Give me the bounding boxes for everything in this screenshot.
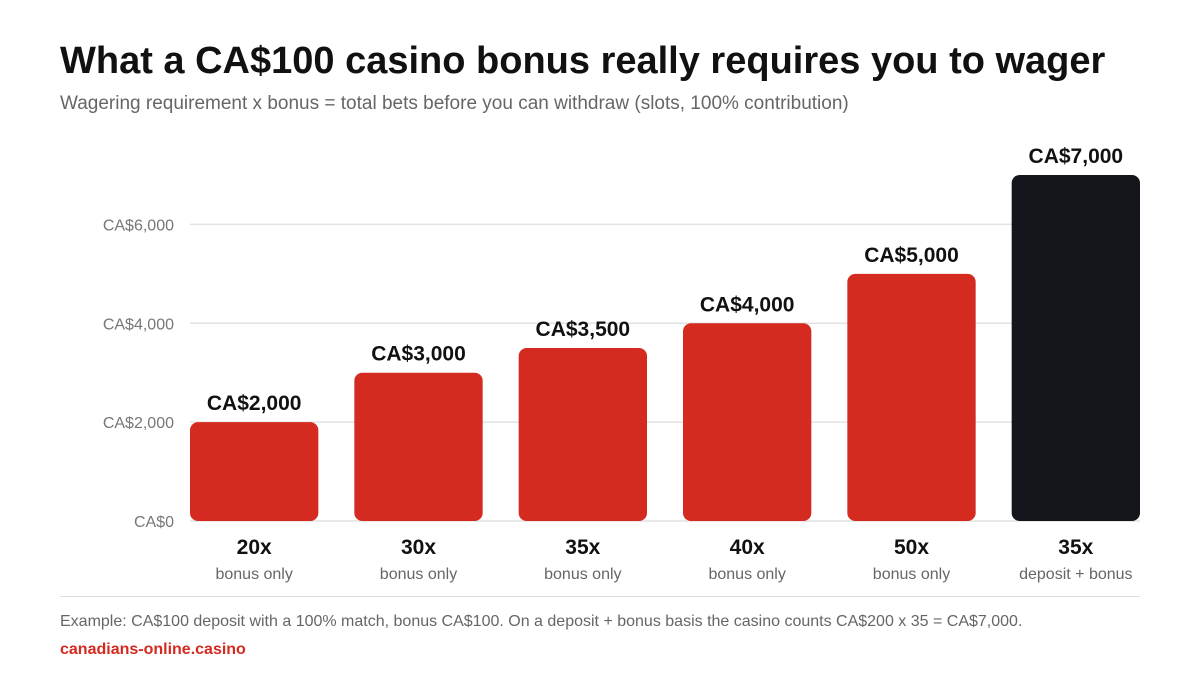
chart-title: What a CA$100 casino bonus really requir… bbox=[60, 40, 1106, 82]
bar bbox=[354, 372, 483, 521]
source-credit: canadians-online.casino bbox=[60, 641, 246, 658]
y-tick-label: CA$6,000 bbox=[103, 217, 174, 234]
x-category-sublabel: bonus only bbox=[380, 566, 457, 583]
x-category-sublabel: bonus only bbox=[873, 566, 950, 583]
bar bbox=[190, 422, 319, 521]
x-category-label: 20x bbox=[237, 536, 272, 559]
bar bbox=[847, 273, 976, 521]
x-category-label: 35x bbox=[565, 536, 600, 559]
x-category-label: 30x bbox=[401, 536, 436, 559]
x-category-label: 50x bbox=[894, 536, 929, 559]
bar-value-label: CA$2,000 bbox=[207, 392, 302, 415]
x-category-label: 35x bbox=[1058, 536, 1093, 559]
footer-divider bbox=[60, 596, 1140, 597]
bar-value-label: CA$5,000 bbox=[864, 244, 959, 267]
x-category-sublabel: bonus only bbox=[215, 566, 292, 583]
bars-layer bbox=[190, 175, 1140, 521]
y-tick-label: CA$2,000 bbox=[103, 415, 174, 432]
bar bbox=[1011, 175, 1140, 521]
labels-layer: CA$0 CA$2,000 CA$4,000 CA$6,000 CA$2,000 20x b… bbox=[103, 145, 1133, 583]
bar-chart: CA$0 CA$2,000 CA$4,000 CA$6,000 CA$2,000 20x b… bbox=[103, 145, 1140, 583]
bar bbox=[518, 348, 647, 521]
y-tick-label: CA$4,000 bbox=[103, 316, 174, 333]
x-category-sublabel: bonus only bbox=[544, 566, 621, 583]
footnote: Example: CA$100 deposit with a 100% matc… bbox=[60, 613, 1023, 630]
bar-value-label: CA$7,000 bbox=[1029, 145, 1124, 168]
chart-subtitle: Wagering requirement x bonus = total bet… bbox=[60, 93, 849, 114]
bar-value-label: CA$3,500 bbox=[536, 318, 631, 341]
bar bbox=[683, 323, 812, 521]
x-category-label: 40x bbox=[730, 536, 765, 559]
bar-value-label: CA$4,000 bbox=[700, 293, 795, 316]
x-category-sublabel: bonus only bbox=[708, 566, 785, 583]
y-tick-label: CA$0 bbox=[134, 514, 174, 531]
x-category-sublabel: deposit + bonus bbox=[1019, 566, 1132, 583]
bar-value-label: CA$3,000 bbox=[371, 343, 466, 366]
grid-layer bbox=[190, 223, 1140, 522]
